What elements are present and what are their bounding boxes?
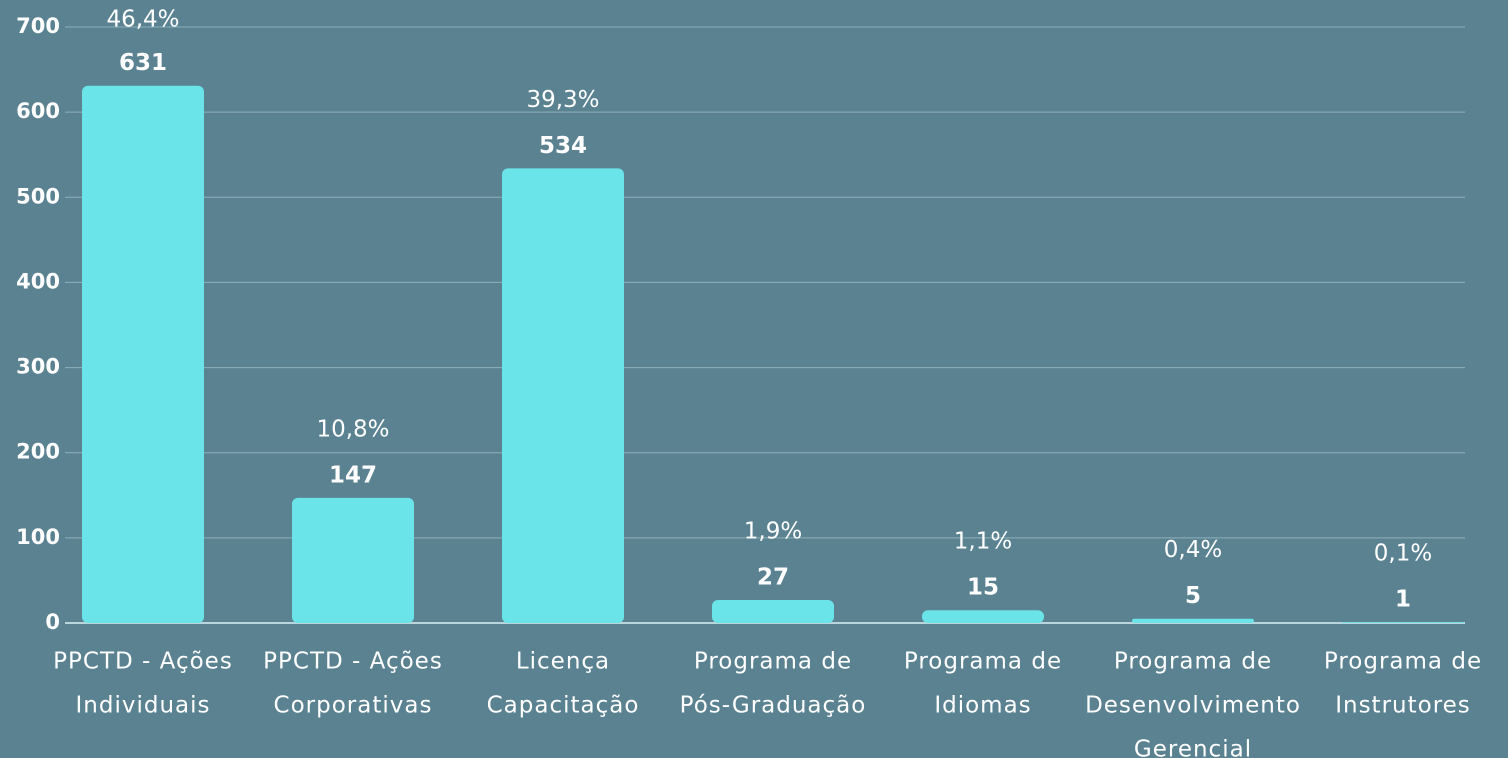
y-tick-label: 300 xyxy=(16,355,60,379)
share-label: 1,9% xyxy=(744,519,802,545)
x-tick-label: Programa de xyxy=(904,649,1062,675)
x-tick-label: PPCTD - Ações xyxy=(53,649,233,675)
bar xyxy=(292,497,414,623)
x-tick-label: Desenvolvimento xyxy=(1085,693,1301,719)
x-tick-label: Capacitação xyxy=(487,693,640,719)
bar xyxy=(1132,618,1254,623)
share-label: 1,1% xyxy=(954,529,1012,555)
share-label: 46,4% xyxy=(106,7,179,33)
value-label: 5 xyxy=(1185,583,1201,609)
x-tick-label: Licença xyxy=(516,649,610,675)
value-label: 534 xyxy=(539,133,587,159)
x-tick-label: Corporativas xyxy=(274,693,433,719)
y-tick-label: 400 xyxy=(16,269,60,293)
x-tick-label: Instrutores xyxy=(1335,693,1471,719)
x-tick-label: Programa de xyxy=(1114,649,1272,675)
x-tick-label: Gerencial xyxy=(1134,737,1252,758)
share-label: 0,4% xyxy=(1164,537,1222,563)
bar xyxy=(82,85,204,623)
y-tick-label: 200 xyxy=(16,440,60,464)
value-label: 15 xyxy=(967,575,999,601)
bar xyxy=(712,600,834,623)
bar xyxy=(502,168,624,623)
value-label: 27 xyxy=(757,565,789,591)
x-tick-label: Idiomas xyxy=(934,693,1031,719)
bar xyxy=(1342,622,1464,623)
x-tick-label: Programa de xyxy=(694,649,852,675)
value-label: 631 xyxy=(119,50,167,76)
share-label: 10,8% xyxy=(316,416,389,442)
bar xyxy=(922,610,1044,623)
y-tick-label: 700 xyxy=(16,14,60,38)
share-label: 0,1% xyxy=(1374,541,1432,567)
share-label: 39,3% xyxy=(526,87,599,113)
x-tick-label: Programa de xyxy=(1324,649,1482,675)
x-tick-label: PPCTD - Ações xyxy=(263,649,443,675)
value-label: 147 xyxy=(329,462,377,488)
value-label: 1 xyxy=(1395,587,1411,613)
y-tick-label: 100 xyxy=(16,525,60,549)
y-tick-label: 500 xyxy=(16,184,60,208)
x-tick-label: Individuais xyxy=(76,693,211,719)
y-tick-label: 0 xyxy=(45,610,60,634)
x-tick-label: Pós-Graduação xyxy=(680,693,867,719)
y-tick-label: 600 xyxy=(16,99,60,123)
